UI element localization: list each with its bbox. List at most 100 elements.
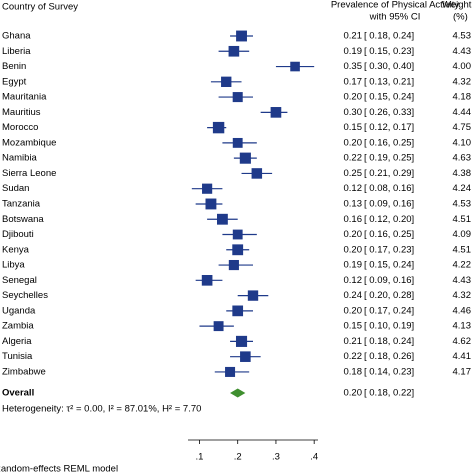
estimate-label: 0.21 bbox=[344, 336, 363, 347]
estimate-marker bbox=[213, 321, 224, 332]
weight-label: 4.10 bbox=[453, 137, 472, 148]
estimate-label: 0.22 bbox=[344, 153, 363, 164]
header-effect: Prevalence of Physical Activity bbox=[331, 0, 460, 11]
estimate-marker bbox=[240, 351, 251, 362]
x-tick-label: .1 bbox=[196, 452, 204, 463]
country-label: Mozambique bbox=[2, 137, 56, 148]
country-label: Seychelles bbox=[2, 290, 48, 301]
ci-label: [ 0.08, 0.16] bbox=[364, 183, 414, 194]
header-weight: (%) bbox=[453, 12, 468, 23]
weight-label: 4.46 bbox=[453, 305, 472, 316]
ci-label: [ 0.18, 0.24] bbox=[364, 31, 414, 42]
weight-label: 4.22 bbox=[453, 260, 472, 271]
country-label: Mauritania bbox=[2, 92, 47, 103]
weight-label: 4.17 bbox=[453, 366, 472, 377]
country-label: Tunisia bbox=[2, 351, 33, 362]
country-label: Morocco bbox=[2, 122, 38, 133]
ci-label: [ 0.09, 0.16] bbox=[364, 198, 414, 209]
ci-label: [ 0.15, 0.23] bbox=[364, 46, 414, 57]
country-label: Djibouti bbox=[2, 229, 34, 240]
estimate-marker bbox=[232, 229, 243, 240]
ci-label: [ 0.26, 0.33] bbox=[364, 107, 414, 118]
ci-label: [ 0.16, 0.25] bbox=[364, 137, 414, 148]
estimate-label: 0.21 bbox=[344, 31, 363, 42]
weight-label: 4.32 bbox=[453, 76, 472, 87]
estimate-label: 0.35 bbox=[344, 61, 363, 72]
ci-label: [ 0.30, 0.40] bbox=[364, 61, 414, 72]
ci-label: [ 0.20, 0.28] bbox=[364, 290, 414, 301]
country-label: Algeria bbox=[2, 336, 32, 347]
ci-label: [ 0.15, 0.24] bbox=[364, 92, 414, 103]
ci-label: [ 0.19, 0.25] bbox=[364, 153, 414, 164]
estimate-marker bbox=[225, 366, 236, 377]
weight-label: 4.62 bbox=[453, 336, 472, 347]
estimate-label: 0.15 bbox=[344, 122, 363, 133]
weight-label: 4.13 bbox=[453, 321, 472, 332]
estimate-label: 0.20 bbox=[344, 137, 363, 148]
estimate-marker bbox=[202, 183, 213, 194]
country-label: Liberia bbox=[2, 46, 31, 57]
estimate-marker bbox=[239, 152, 251, 164]
weight-label: 4.43 bbox=[453, 275, 472, 286]
estimate-marker bbox=[228, 45, 240, 57]
country-label: Libya bbox=[2, 260, 25, 271]
header-study: Country of Survey bbox=[2, 2, 78, 13]
country-label: Tanzania bbox=[2, 198, 41, 209]
country-label: Benin bbox=[2, 61, 26, 72]
estimate-label: 0.20 bbox=[344, 229, 363, 240]
country-label: Botswana bbox=[2, 214, 44, 225]
estimate-marker bbox=[270, 107, 282, 118]
estimate-label: 0.24 bbox=[344, 290, 363, 301]
country-label: Namibia bbox=[2, 153, 38, 164]
weight-label: 4.00 bbox=[453, 61, 472, 72]
ci-label: [ 0.13, 0.21] bbox=[364, 76, 414, 87]
estimate-marker bbox=[232, 137, 243, 148]
weight-label: 4.51 bbox=[453, 214, 472, 225]
country-label: Zambia bbox=[2, 321, 34, 332]
country-label: Ghana bbox=[2, 31, 31, 42]
estimate-marker bbox=[216, 213, 228, 225]
estimate-label: 0.15 bbox=[344, 321, 363, 332]
weight-label: 4.51 bbox=[453, 244, 472, 255]
estimate-label: 0.17 bbox=[344, 76, 363, 87]
weight-label: 4.18 bbox=[453, 92, 472, 103]
ci-label: [ 0.12, 0.20] bbox=[364, 214, 414, 225]
estimate-marker bbox=[236, 30, 247, 42]
overall-label: Overall bbox=[2, 388, 34, 399]
country-label: Senegal bbox=[2, 275, 37, 286]
estimate-label: 0.13 bbox=[344, 198, 363, 209]
estimate-label: 0.12 bbox=[344, 275, 363, 286]
estimate-marker bbox=[201, 275, 213, 286]
weight-label: 4.43 bbox=[453, 46, 472, 57]
estimate-marker bbox=[235, 335, 248, 347]
estimate-label: 0.12 bbox=[344, 183, 363, 194]
ci-label: [ 0.15, 0.24] bbox=[364, 260, 414, 271]
country-label: Mauritius bbox=[2, 107, 41, 118]
footnote: Random-effects REML model bbox=[0, 464, 118, 474]
weight-label: 4.09 bbox=[453, 229, 472, 240]
x-tick-label: .3 bbox=[272, 452, 280, 463]
weight-label: 4.24 bbox=[453, 183, 472, 194]
overall-ci: [ 0.18, 0.22] bbox=[364, 388, 414, 399]
ci-label: [ 0.17, 0.23] bbox=[364, 244, 414, 255]
ci-label: [ 0.18, 0.24] bbox=[364, 336, 414, 347]
estimate-marker bbox=[205, 198, 217, 210]
ci-label: [ 0.10, 0.19] bbox=[364, 321, 414, 332]
estimate-marker bbox=[232, 92, 243, 103]
overall-estimate: 0.20 bbox=[344, 388, 363, 399]
ci-label: [ 0.18, 0.26] bbox=[364, 351, 414, 362]
country-label: Uganda bbox=[2, 305, 36, 316]
estimate-label: 0.19 bbox=[344, 46, 363, 57]
heterogeneity: Heterogeneity: τ² = 0.00, I² = 87.01%, H… bbox=[2, 404, 201, 415]
header-effect: with 95% CI bbox=[369, 12, 421, 23]
country-label: Sudan bbox=[2, 183, 29, 194]
estimate-label: 0.20 bbox=[344, 305, 363, 316]
weight-label: 4.38 bbox=[453, 168, 472, 179]
estimate-label: 0.22 bbox=[344, 351, 363, 362]
ci-label: [ 0.16, 0.25] bbox=[364, 229, 414, 240]
estimate-marker bbox=[247, 290, 259, 301]
weight-label: 4.53 bbox=[453, 198, 472, 209]
estimate-label: 0.20 bbox=[344, 92, 363, 103]
estimate-label: 0.16 bbox=[344, 214, 363, 225]
